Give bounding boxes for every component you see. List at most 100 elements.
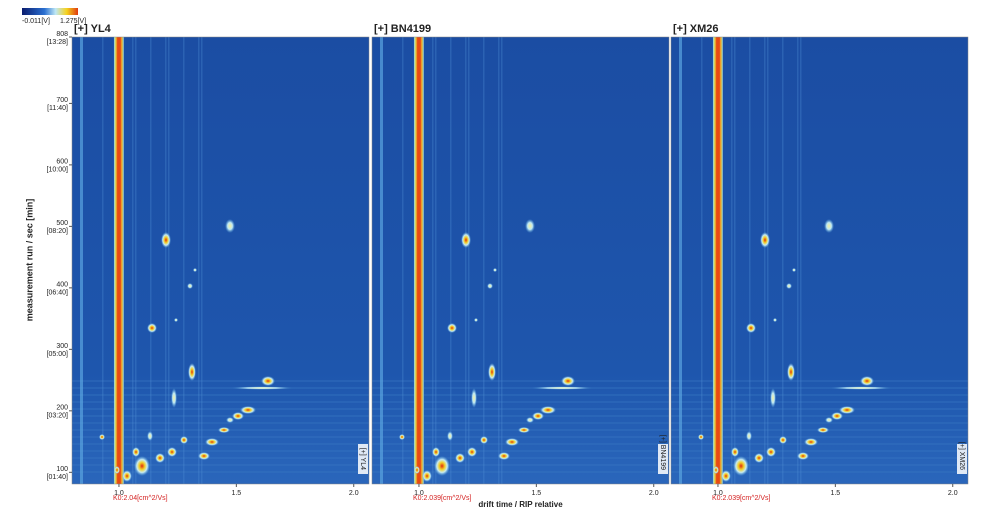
signal-spot (432, 447, 440, 457)
signal-spot (731, 447, 739, 457)
signal-spot (161, 232, 171, 248)
signal-spot (461, 232, 471, 248)
band (671, 443, 968, 445)
signal-spot (218, 427, 230, 433)
band (72, 450, 369, 452)
signal-spot (434, 456, 450, 476)
band (72, 401, 369, 403)
streak (731, 37, 733, 484)
band (72, 471, 369, 473)
x-tick-label: 1.5 (231, 490, 241, 497)
side-label: [+] BN4199 (659, 435, 666, 470)
signal-spot (746, 431, 752, 441)
signal-spot (114, 466, 120, 474)
streak (102, 37, 104, 484)
rip-peak (712, 37, 723, 484)
y-tick-label: 808 (56, 31, 68, 38)
band (72, 443, 369, 445)
band (372, 464, 669, 466)
signal-spot (817, 427, 829, 433)
signal-spot (232, 386, 292, 390)
signal-spot (831, 412, 843, 420)
signal-spot (773, 318, 777, 322)
plot-frame (71, 36, 370, 485)
side-label-box (358, 444, 368, 474)
signal-spot (532, 386, 592, 390)
signal-spot (766, 447, 776, 457)
y-tick-time: [11:40] (47, 105, 68, 112)
x-tick-label: 1.5 (830, 490, 840, 497)
x-tick-label: 1.5 (531, 490, 541, 497)
band (372, 422, 669, 424)
band (671, 415, 968, 417)
band (671, 436, 968, 438)
signal-spot (804, 438, 818, 446)
streak (797, 37, 799, 484)
band (671, 380, 968, 382)
signal-spot (399, 434, 405, 440)
streak (701, 37, 703, 484)
band (671, 394, 968, 396)
rip-label: K0:2.04[cm^2/Vs] (113, 495, 168, 502)
signal-spot (561, 376, 575, 386)
signal-spot (860, 376, 874, 386)
band (72, 415, 369, 417)
x-axis-label: drift time / RIP relative (478, 500, 563, 509)
signal-spot (498, 452, 510, 460)
signal-spot (99, 434, 105, 440)
y-tick-time: [10:00] (47, 167, 68, 174)
x-tick-label: 1.0 (713, 490, 723, 497)
signal-spot (831, 386, 891, 390)
band (372, 408, 669, 410)
x-tick-label: 2.0 (649, 490, 659, 497)
signal-spot (188, 363, 196, 381)
streak (800, 37, 802, 484)
panel-title: [+] XM26 (673, 23, 719, 35)
band (372, 457, 669, 459)
signal-spot (261, 376, 275, 386)
streak (501, 37, 503, 484)
signal-spot (226, 417, 234, 423)
band (72, 436, 369, 438)
band (372, 387, 669, 389)
band (671, 464, 968, 466)
streak (465, 37, 467, 484)
streak (767, 37, 769, 484)
signal-spot (525, 219, 535, 233)
streak (402, 37, 404, 484)
signal-spot (824, 219, 834, 233)
rip-label: K0:2.039[cm^2/Vs] (712, 495, 771, 502)
baseline-peak (679, 37, 682, 484)
signal-spot (471, 388, 477, 408)
signal-spot (447, 323, 457, 333)
y-tick-time: [03:20] (47, 413, 68, 420)
signal-spot (474, 318, 478, 322)
signal-spot (488, 363, 496, 381)
signal-spot (167, 447, 177, 457)
colorbar-max: 1.275[V] (60, 18, 86, 25)
band (671, 450, 968, 452)
band (372, 394, 669, 396)
signal-spot (480, 436, 488, 444)
signal-spot (422, 470, 432, 482)
y-tick-label: 300 (56, 343, 68, 350)
band (72, 387, 369, 389)
band (671, 457, 968, 459)
streak (198, 37, 200, 484)
band (372, 471, 669, 473)
band (671, 387, 968, 389)
signal-spot (240, 406, 256, 414)
signal-spot (797, 452, 809, 460)
panel-title: [+] BN4199 (374, 23, 431, 35)
signal-spot (760, 232, 770, 248)
signal-spot (187, 283, 193, 289)
band (372, 436, 669, 438)
streak (734, 37, 736, 484)
band (372, 450, 669, 452)
x-tick-label: 2.0 (349, 490, 359, 497)
band (671, 408, 968, 410)
signal-spot (505, 438, 519, 446)
band (372, 401, 669, 403)
signal-spot (447, 431, 453, 441)
signal-spot (171, 388, 177, 408)
